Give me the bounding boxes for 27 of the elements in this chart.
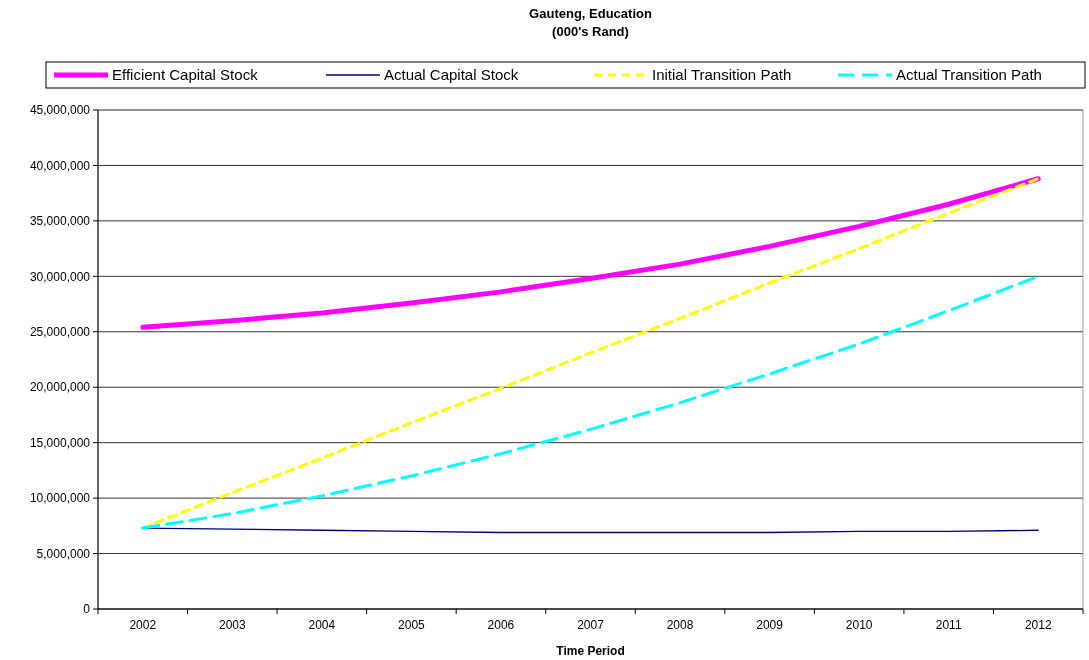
x-tick-label: 2012 [1024,618,1052,632]
y-tick-label: 15,000,000 [29,435,91,450]
y-tick-label: 0 [83,602,91,617]
x-tick-label: 2009 [756,618,784,632]
y-tick-label: 45,000,000 [29,103,91,118]
x-tick-label: 2002 [129,618,157,632]
x-tick-label: 2003 [218,618,246,632]
x-tick-label: 2005 [398,618,426,632]
legend-label: Actual Transition Path [896,66,1042,84]
y-tick-label: 40,000,000 [29,158,91,173]
x-tick-label: 2007 [577,618,605,632]
y-tick-label: 30,000,000 [29,269,91,284]
legend-label: Actual Capital Stock [384,66,519,84]
x-tick-label: 2006 [487,618,515,632]
x-tick-label: 2008 [666,618,694,632]
y-tick-label: 25,000,000 [29,324,91,339]
x-tick-label: 2004 [308,618,336,632]
y-tick-label: 10,000,000 [29,491,91,506]
y-tick-label: 35,000,000 [29,214,91,229]
x-tick-label: 2010 [845,618,873,632]
y-tick-label: 20,000,000 [29,380,91,395]
y-tick-label: 5,000,000 [36,546,91,561]
legend-label: Initial Transition Path [652,66,792,84]
chart-title: Gauteng, Education (000's Rand) [529,6,652,39]
x-axis-title: Time Period [556,644,625,658]
legend-label: Efficient Capital Stock [112,66,259,84]
x-tick-label: 2011 [935,618,962,632]
